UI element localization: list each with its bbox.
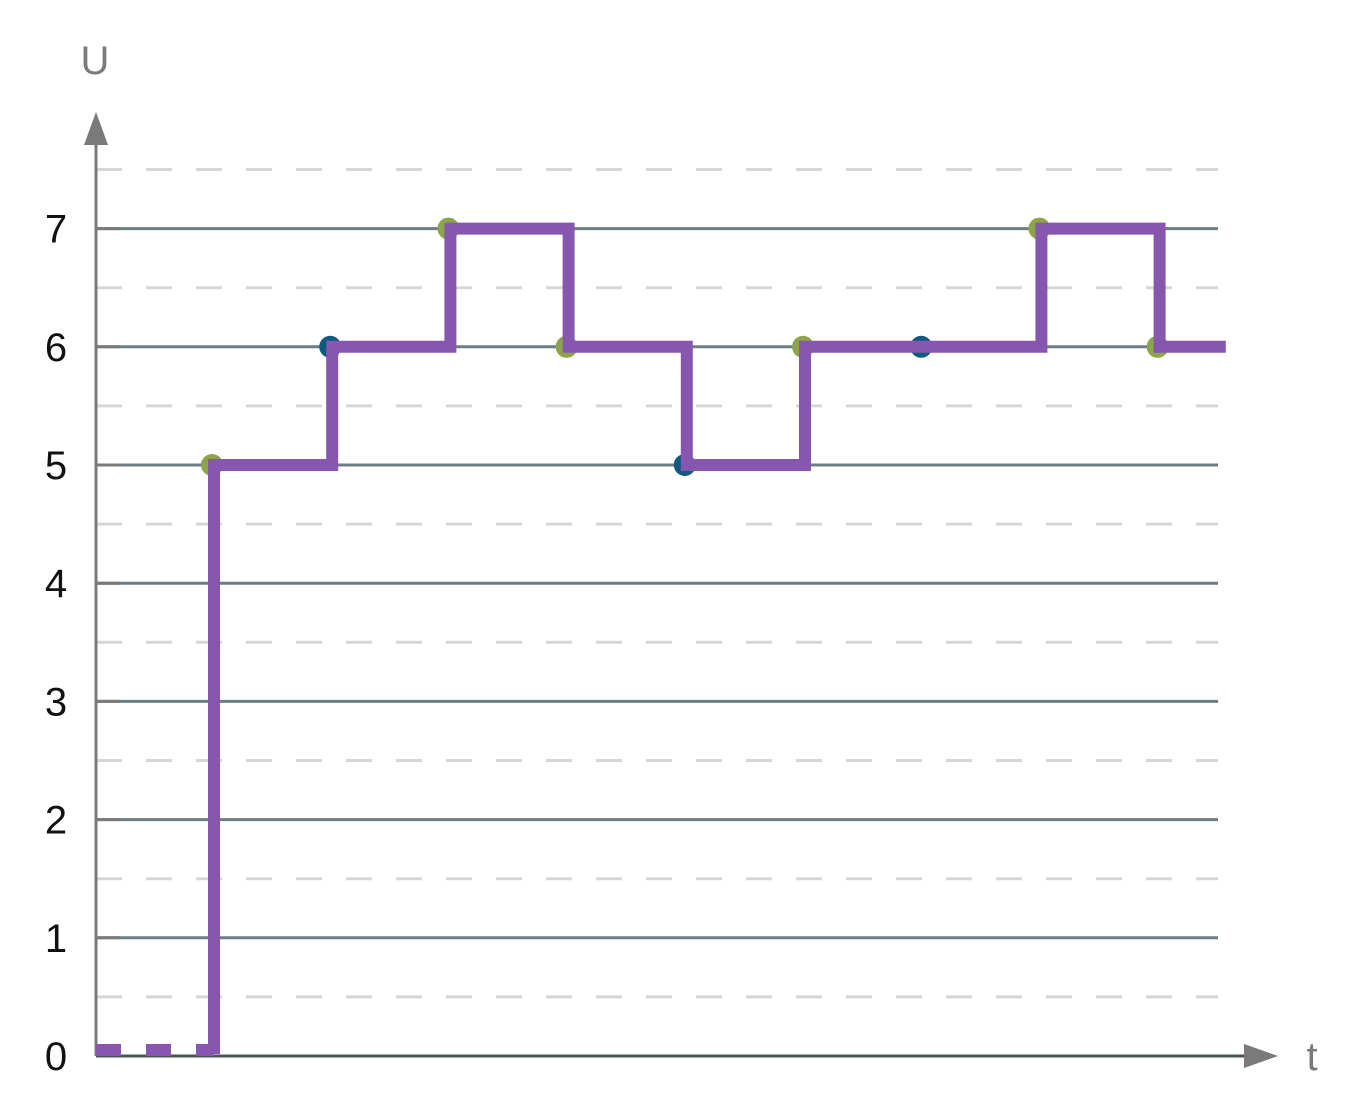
y-tick-label: 3 bbox=[45, 680, 67, 724]
x-axis-arrow bbox=[1244, 1044, 1278, 1068]
y-tick-label: 6 bbox=[45, 326, 67, 370]
grid bbox=[96, 168, 1218, 999]
signal-line bbox=[208, 222, 1226, 1054]
y-tick-label: 5 bbox=[45, 444, 67, 488]
signal-series bbox=[96, 222, 1226, 1056]
x-axis-label: t bbox=[1306, 1035, 1317, 1079]
y-tick-labels: 0 1 2 3 4 5 6 7 bbox=[45, 208, 67, 1079]
y-tick-label: 4 bbox=[45, 562, 67, 606]
y-axis-label: U bbox=[81, 39, 110, 83]
axes: U t bbox=[81, 39, 1318, 1079]
y-tick-label: 7 bbox=[45, 208, 67, 252]
y-axis-arrow bbox=[84, 112, 108, 145]
y-tick-label: 0 bbox=[45, 1035, 67, 1079]
y-tick-label: 1 bbox=[45, 917, 67, 961]
y-tick-label: 2 bbox=[45, 799, 67, 843]
